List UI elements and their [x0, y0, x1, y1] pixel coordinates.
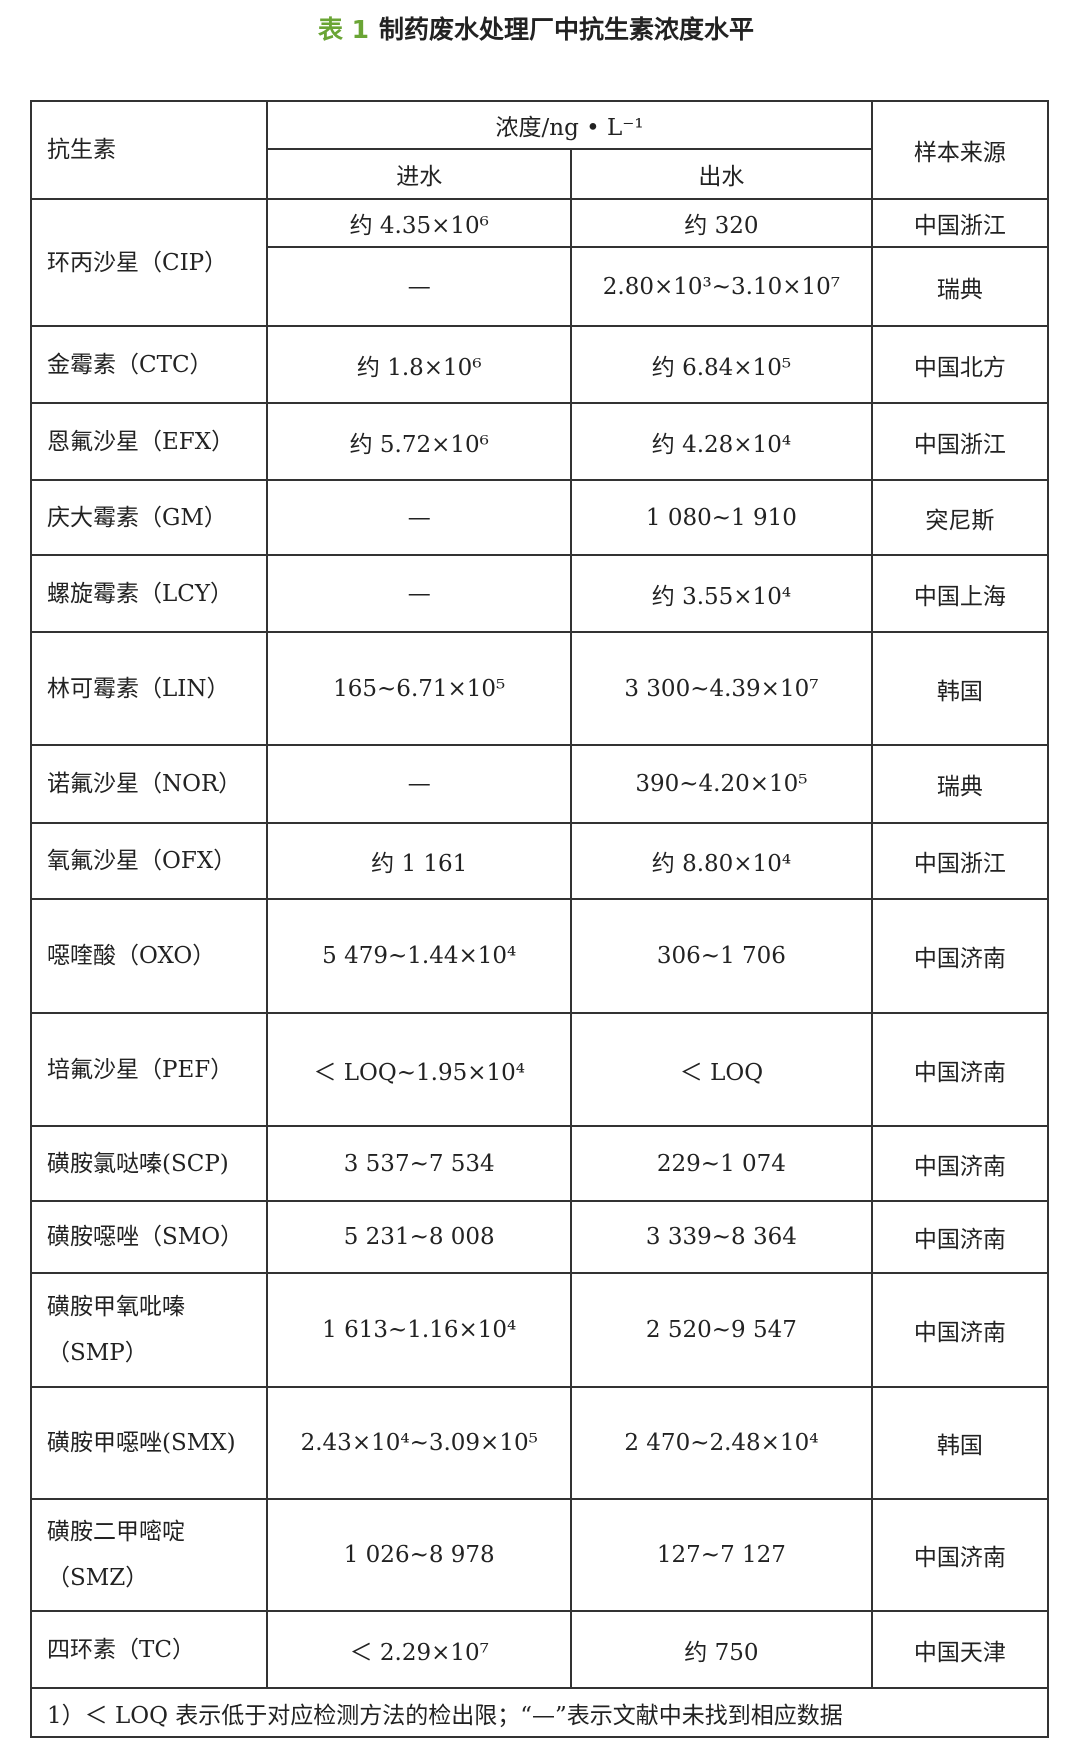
header-source: 样本来源 — [870, 100, 1050, 200]
cell-effluent: 约 320 — [570, 198, 873, 248]
table-row: 磺胺氯哒嗪(SCP) 3 537~7 534 229~1 074 中国济南 — [29, 1125, 1050, 1202]
header-antibiotic: 抗生素 — [29, 100, 269, 200]
cell-antibiotic: 螺旋霉素（LCY） — [29, 554, 269, 633]
table-row: 四环素（TC）＜ 2.29×10⁷ 约 750 中国天津 — [29, 1610, 1050, 1689]
cell-effluent: 2 520~9 547 — [570, 1272, 873, 1388]
cell-influent: — — [266, 744, 573, 824]
table-label: 表 1 — [317, 15, 370, 44]
cell-source: 韩国 — [870, 1386, 1050, 1500]
header-effluent: 出水 — [570, 148, 873, 200]
cell-influent: 约 1 161 — [266, 822, 573, 900]
cell-source: 中国济南 — [870, 1498, 1050, 1612]
cell-influent: 1 026~8 978 — [266, 1498, 573, 1612]
cell-source: 瑞典 — [870, 246, 1050, 327]
cell-source: 中国济南 — [870, 1200, 1050, 1274]
table-row: 磺胺甲噁唑(SMX) 2.43×10⁴~3.09×10⁵ 2 470~2.48×10… — [29, 1386, 1050, 1500]
cell-antibiotic: 恩氟沙星（EFX） — [29, 402, 269, 481]
table-row: 培氟沙星（PEF）＜ LOQ~1.95×10⁴ ＜ LOQ 中国济南 — [29, 1012, 1050, 1127]
cell-influent: 5 479~1.44×10⁴ — [266, 898, 573, 1014]
cell-effluent: 306~1 706 — [570, 898, 873, 1014]
cell-antibiotic: 磺胺氯哒嗪(SCP) — [29, 1125, 269, 1202]
cell-source: 韩国 — [870, 631, 1050, 746]
cell-influent: — — [266, 246, 573, 327]
cell-effluent: 约 3.55×10⁴ — [570, 554, 873, 633]
cell-influent: — — [266, 554, 573, 633]
cell-antibiotic: 磺胺二甲嘧啶（SMZ） — [29, 1498, 269, 1612]
cell-source: 中国济南 — [870, 1272, 1050, 1388]
cell-effluent: 3 300~4.39×10⁷ — [570, 631, 873, 746]
cell-source: 中国济南 — [870, 1012, 1050, 1127]
cell-effluent: 约 750 — [570, 1610, 873, 1689]
cell-influent: 5 231~8 008 — [266, 1200, 573, 1274]
cell-source: 中国天津 — [870, 1610, 1050, 1689]
table-row: 环丙沙星（CIP）约 4.35×10⁶ 约 320 中国浙江 — [29, 198, 1050, 327]
table-row: 螺旋霉素（LCY） — 约 3.55×10⁴ 中国上海 — [29, 554, 1050, 633]
table-row: 氧氟沙星（OFX）约 1 161 约 8.80×10⁴ 中国浙江 — [29, 822, 1050, 900]
cell-antibiotic: 四环素（TC） — [29, 1610, 269, 1689]
cell-antibiotic: 磺胺甲噁唑(SMX) — [29, 1386, 269, 1500]
table-row: 金霉素（CTC）约 1.8×10⁶ 约 6.84×10⁵ 中国北方 — [29, 325, 1050, 404]
cell-antibiotic: 诺氟沙星（NOR） — [29, 744, 269, 824]
table-row: 林可霉素（LIN） 165~6.71×10⁵ 3 300~4.39×10⁷ 韩国 — [29, 631, 1050, 746]
cell-antibiotic: 氧氟沙星（OFX） — [29, 822, 269, 900]
cell-antibiotic: 庆大霉素（GM） — [29, 479, 269, 556]
table-title-text: 制药废水处理厂中抗生素浓度水平 — [379, 15, 755, 44]
cell-effluent: 229~1 074 — [570, 1125, 873, 1202]
cell-effluent: 390~4.20×10⁵ — [570, 744, 873, 824]
cell-source: 中国上海 — [870, 554, 1050, 633]
table-row: 诺氟沙星（NOR） —390~4.20×10⁵ 瑞典 — [29, 744, 1050, 824]
cell-effluent: 127~7 127 — [570, 1498, 873, 1612]
antibiotic-table: 抗生素 浓度/ng • L⁻¹ 样本来源 进水 出水 环丙沙星（CIP）约 4.… — [29, 100, 1050, 1738]
cell-effluent: 约 6.84×10⁵ — [570, 325, 873, 404]
table-row: 恩氟沙星（EFX）约 5.72×10⁶ 约 4.28×10⁴ 中国浙江 — [29, 402, 1050, 481]
table-row: 磺胺噁唑（SMO） 5 231~8 008 3 339~8 364 中国济南 — [29, 1200, 1050, 1274]
cell-antibiotic: 磺胺噁唑（SMO） — [29, 1200, 269, 1274]
cell-source: 瑞典 — [870, 744, 1050, 824]
cell-antibiotic: 林可霉素（LIN） — [29, 631, 269, 746]
cell-effluent: 1 080~1 910 — [570, 479, 873, 556]
cell-effluent: 3 339~8 364 — [570, 1200, 873, 1274]
cell-effluent: 约 4.28×10⁴ — [570, 402, 873, 481]
cell-influent: 1 613~1.16×10⁴ — [266, 1272, 573, 1388]
cell-source: 中国北方 — [870, 325, 1050, 404]
cell-antibiotic: 金霉素（CTC） — [29, 325, 269, 404]
cell-influent: ＜ LOQ~1.95×10⁴ — [266, 1012, 573, 1127]
cell-antibiotic: 噁喹酸（OXO） — [29, 898, 269, 1014]
cell-influent: 约 1.8×10⁶ — [266, 325, 573, 404]
table-row: 磺胺甲氧吡嗪（SMP） 1 613~1.16×10⁴ 2 520~9 547 中国济南 — [29, 1272, 1050, 1388]
cell-source: 中国济南 — [870, 898, 1050, 1014]
header-concentration: 浓度/ng • L⁻¹ — [266, 100, 873, 150]
cell-source: 中国济南 — [870, 1125, 1050, 1202]
cell-source: 中国浙江 — [870, 402, 1050, 481]
cell-effluent: 2 470~2.48×10⁴ — [570, 1386, 873, 1500]
cell-influent: 3 537~7 534 — [266, 1125, 573, 1202]
cell-influent: 约 5.72×10⁶ — [266, 402, 573, 481]
cell-influent: — — [266, 479, 573, 556]
cell-influent: ＜ 2.29×10⁷ — [266, 1610, 573, 1689]
table-row: 庆大霉素（GM） —1 080~1 910 突尼斯 — [29, 479, 1050, 556]
table-title: 表 1 制药废水处理厂中抗生素浓度水平 — [0, 10, 1072, 46]
cell-antibiotic: 环丙沙星（CIP） — [29, 198, 269, 327]
header-influent: 进水 — [266, 148, 573, 200]
cell-influent: 165~6.71×10⁵ — [266, 631, 573, 746]
cell-effluent: 2.80×10³~3.10×10⁷ — [570, 246, 873, 327]
table-row: —2.80×10³~3.10×10⁷ 瑞典 — [31, 246, 1050, 327]
cell-source: 中国浙江 — [870, 822, 1050, 900]
cell-influent: 约 4.35×10⁶ — [266, 198, 573, 248]
cell-effluent: 约 8.80×10⁴ — [570, 822, 873, 900]
table-row: 磺胺二甲嘧啶（SMZ） 1 026~8 978 127~7 127 中国济南 — [29, 1498, 1050, 1612]
cell-antibiotic: 培氟沙星（PEF） — [29, 1012, 269, 1127]
footnote: 1）＜ LOQ 表示低于对应检测方法的检出限；“—”表示文献中未找到相应数据 — [30, 1687, 1049, 1738]
cell-effluent: ＜ LOQ — [570, 1012, 873, 1127]
table-row: 噁喹酸（OXO） 5 479~1.44×10⁴ 306~1 706 中国济南 — [29, 898, 1050, 1014]
cell-influent: 2.43×10⁴~3.09×10⁵ — [266, 1386, 573, 1500]
cell-antibiotic: 磺胺甲氧吡嗪（SMP） — [29, 1272, 269, 1388]
cell-source: 中国浙江 — [870, 198, 1050, 248]
cell-source: 突尼斯 — [870, 479, 1050, 556]
